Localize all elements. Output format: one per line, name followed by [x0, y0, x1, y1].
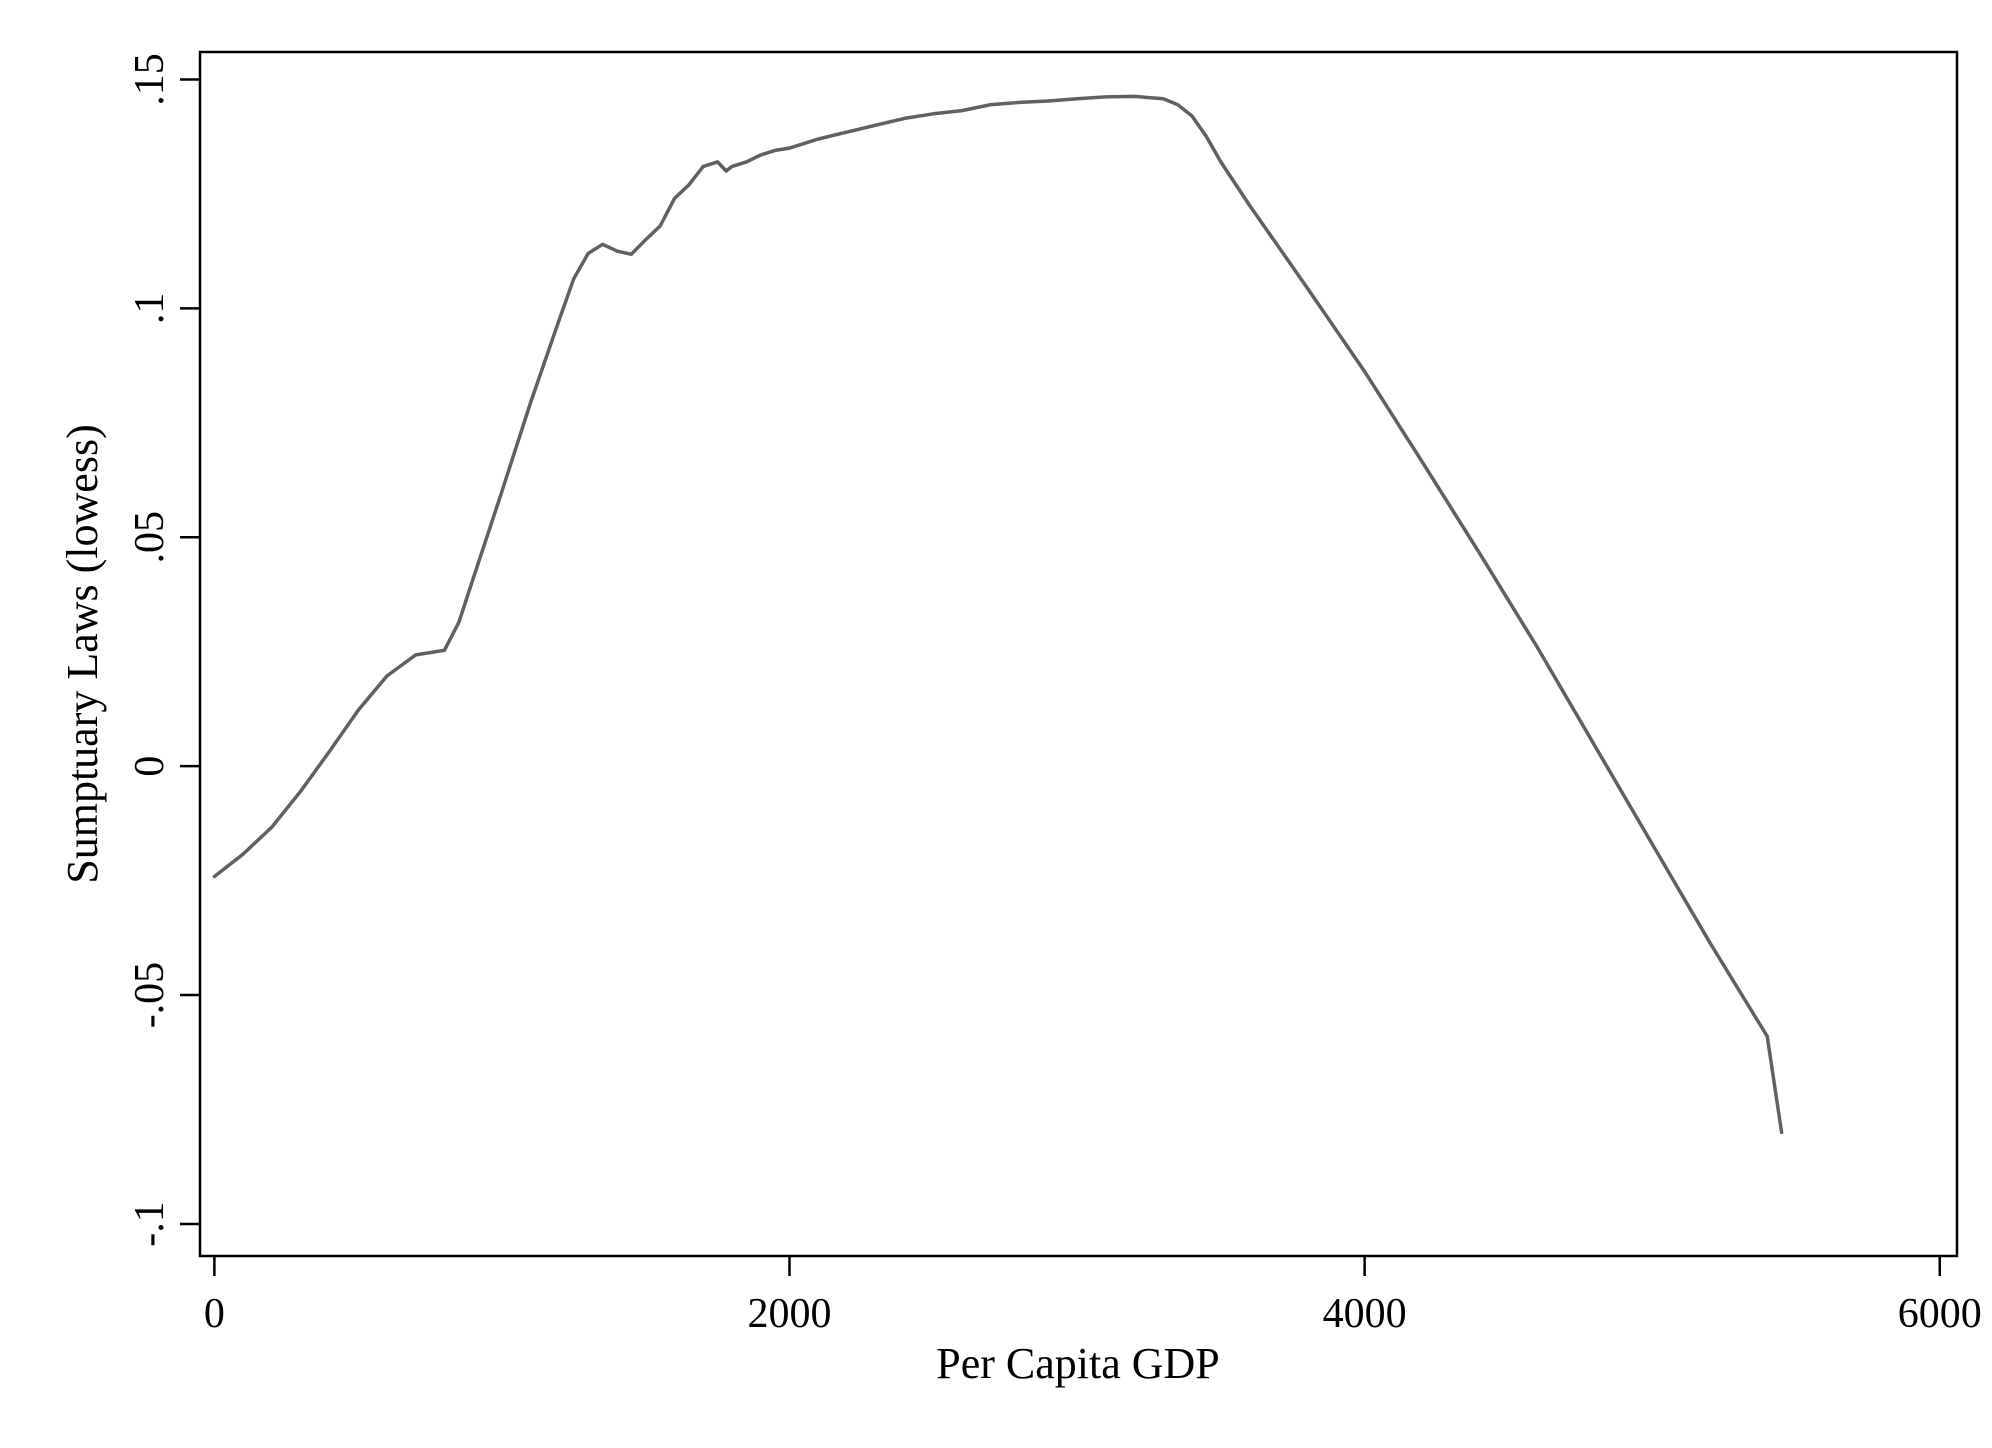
series-layer: [212, 94, 1784, 1135]
lowess-series-line: [212, 94, 1784, 1135]
x-tick-label: 2000: [748, 1291, 832, 1337]
x-axis-ticks: 0 2000 4000 6000: [204, 1256, 1982, 1337]
x-axis-title: Per Capita GDP: [936, 1339, 1220, 1388]
y-tick-label: -.1: [127, 1201, 173, 1247]
x-tick-label: 4000: [1323, 1291, 1407, 1337]
y-tick-label: -.05: [127, 962, 173, 1029]
y-tick-label: .1: [127, 293, 173, 325]
y-axis-title: Sumptuary Laws (lowess): [58, 424, 107, 884]
y-tick-label: .15: [127, 53, 173, 106]
y-axis-ticks: -.1 -.05 0 .05 .1 .15: [127, 53, 200, 1247]
y-tick-label: 0: [127, 756, 173, 777]
x-tick-label: 6000: [1898, 1291, 1982, 1337]
plot-area-frame: [198, 50, 1959, 1258]
x-tick-label: 0: [204, 1291, 225, 1337]
y-tick-label: .05: [127, 511, 173, 564]
